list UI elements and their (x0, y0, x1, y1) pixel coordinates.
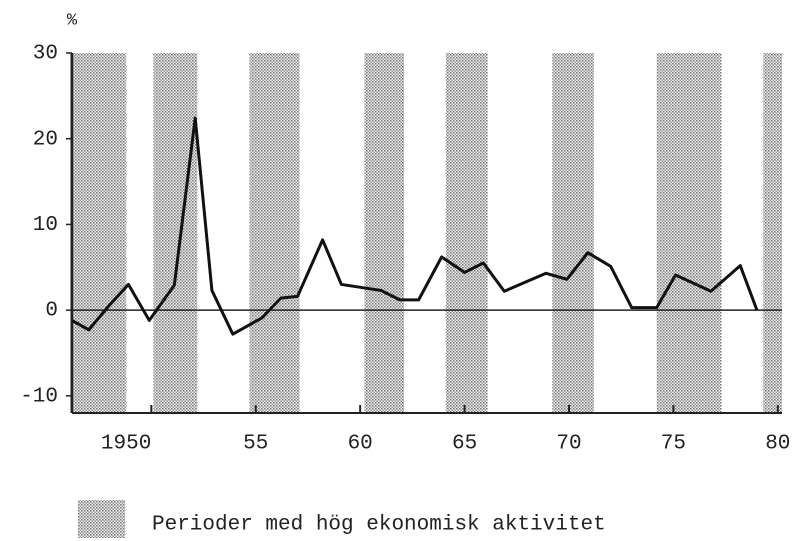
shaded-period (552, 53, 595, 413)
y-tick-label: 30 (33, 43, 58, 66)
shaded-period (364, 53, 405, 413)
y-tick-label: 0 (45, 300, 58, 323)
shaded-period (249, 53, 300, 413)
shaded-period (656, 53, 722, 413)
y-tick-label: 10 (33, 214, 58, 237)
shaded-period (445, 53, 488, 413)
shaded-period (763, 53, 782, 413)
x-tick-label: 65 (452, 433, 477, 456)
x-tick-label: 80 (765, 433, 790, 456)
x-tick-label: 75 (661, 433, 686, 456)
y-tick-label: -10 (20, 385, 58, 408)
legend-swatch (78, 500, 125, 538)
x-tick-label: 55 (243, 433, 268, 456)
x-tick-label: 70 (556, 433, 581, 456)
x-tick-label: 1950 (101, 433, 151, 456)
data-line (71, 116, 759, 336)
y-tick-label: 20 (33, 128, 58, 151)
x-tick-label: 60 (348, 433, 373, 456)
y-unit: % (67, 11, 78, 30)
shaded-period (74, 53, 127, 413)
shaded-periods (74, 53, 782, 413)
shaded-period (153, 53, 198, 413)
legend-label: Perioder med hög ekonomisk aktivitet (152, 514, 606, 537)
